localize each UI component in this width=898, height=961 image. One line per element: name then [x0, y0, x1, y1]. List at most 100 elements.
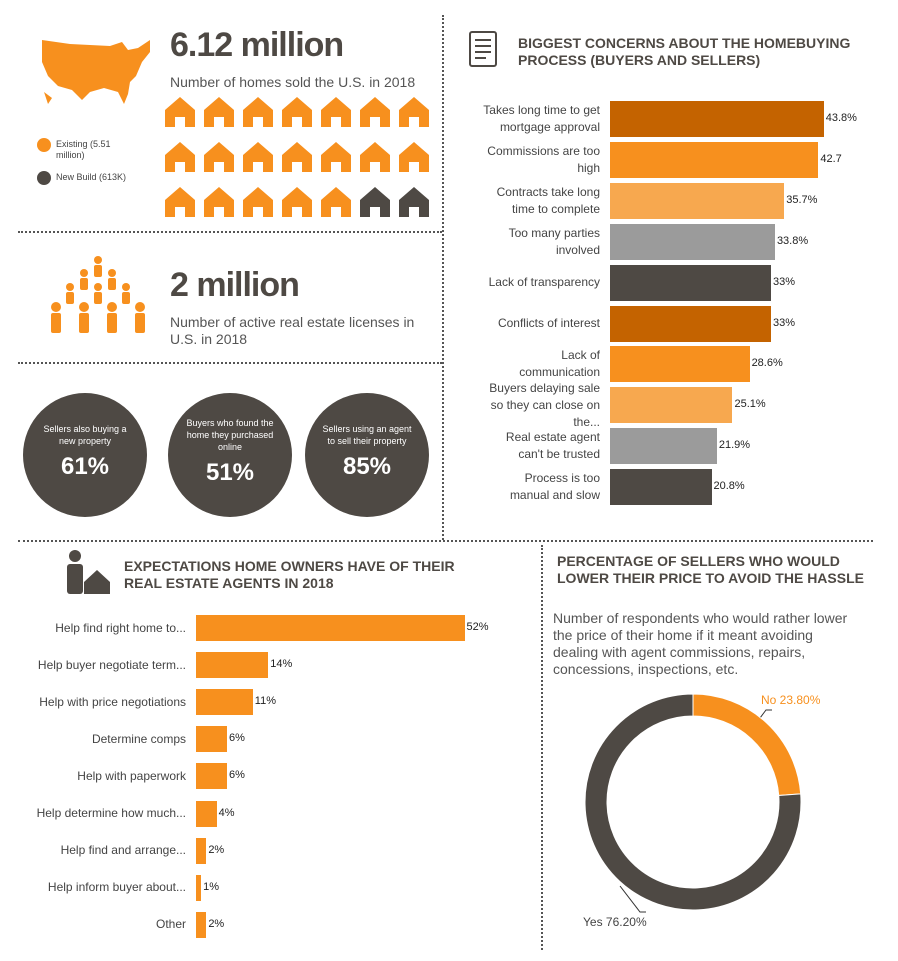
bar — [610, 346, 750, 383]
people-icon — [51, 256, 145, 333]
circle-value: 85% — [342, 453, 392, 480]
house-icon — [360, 187, 390, 217]
stat-text: Number of active real estate licenses in… — [170, 314, 415, 347]
us-map — [42, 40, 150, 104]
value-label: 14% — [270, 658, 293, 671]
bar — [610, 428, 717, 465]
house-icon — [399, 142, 429, 172]
category-label: Conflicts of interest — [497, 316, 600, 330]
value-label: 28.6% — [751, 357, 783, 370]
stat-circle: Sellers also buying a new property 61% — [23, 393, 147, 517]
value-label: 6% — [228, 732, 245, 745]
category-label: Help find right home to... — [55, 620, 186, 635]
bar — [610, 469, 712, 506]
chart-title: PERCENTAGE OF SELLERS WHO WOULD LOWER TH… — [557, 553, 864, 586]
legend-swatch — [37, 138, 51, 152]
value-label: 33.8% — [776, 234, 809, 247]
value-label: 33% — [773, 316, 796, 329]
house-icon — [282, 187, 312, 217]
category-label: Lack of communication — [519, 348, 600, 380]
separator — [18, 540, 873, 542]
value-label: 2% — [208, 917, 225, 930]
headline: 2 million — [170, 266, 300, 304]
bar — [610, 223, 775, 260]
category-label: Determine comps — [91, 731, 186, 746]
house-icon — [243, 142, 273, 172]
separator — [442, 15, 444, 540]
category-label: Too many parties involved — [508, 225, 600, 257]
value-label: 42.7 — [820, 152, 842, 165]
bar — [196, 800, 217, 827]
bar — [610, 101, 824, 137]
legend-swatch — [37, 171, 51, 185]
value-label: 52% — [466, 621, 489, 633]
bar — [196, 652, 269, 679]
circle-label: Sellers using an agent to sell their pro… — [322, 424, 412, 446]
donut-slice — [692, 693, 802, 797]
category-label: Buyers delaying sale so they can close o… — [489, 380, 600, 429]
category-label: Help buyer negotiate term... — [37, 657, 186, 672]
house-icon — [243, 187, 273, 217]
value-label: 2% — [208, 843, 225, 856]
slice-label: No 23.80% — [761, 693, 821, 707]
value-label: 4% — [218, 806, 235, 819]
category-label: Contracts take long time to complete — [496, 184, 600, 216]
value-label: 1% — [203, 880, 220, 893]
bar — [196, 689, 253, 716]
legend-label: New Build (613K) — [56, 172, 127, 182]
agent-icon — [67, 550, 110, 594]
circle-label: Buyers who found the home they purchased… — [186, 418, 274, 452]
house-icon — [282, 142, 312, 172]
category-label: Help find and arrange... — [60, 843, 186, 858]
stat-circle: Buyers who found the home they purchased… — [168, 393, 292, 517]
house-icon — [360, 142, 390, 172]
category-label: Real estate agent can't be trusted — [505, 430, 600, 462]
value-label: 21.9% — [718, 439, 751, 452]
leader-line — [619, 885, 646, 913]
house-icon — [360, 97, 390, 127]
category-label: Help determine how much... — [36, 806, 186, 820]
stat-circle: Sellers using an agent to sell their pro… — [305, 393, 429, 517]
slice-label: Yes 76.20% — [583, 915, 647, 929]
bar — [196, 726, 227, 753]
category-label: Takes long time to get mortgage approval — [483, 103, 600, 134]
stat-text: Number of homes sold the U.S. in 2018 — [170, 74, 416, 90]
bar — [196, 763, 227, 790]
house-icon — [399, 97, 429, 127]
house-icon — [243, 97, 273, 127]
house-icon — [321, 142, 351, 172]
circle-value: 61% — [60, 453, 110, 480]
separator — [541, 545, 543, 950]
house-icon — [399, 187, 429, 217]
bar — [196, 911, 207, 938]
value-label: 35.7% — [786, 193, 818, 206]
value-label: 25.1% — [734, 398, 766, 411]
house-icon — [165, 97, 195, 127]
house-icon — [321, 97, 351, 127]
bar — [196, 874, 202, 901]
value-label: 43.8% — [825, 112, 857, 124]
bar — [610, 182, 785, 219]
headline: 6.12 million — [170, 26, 344, 64]
chart-title: EXPECTATIONS HOME OWNERS HAVE OF THEIR R… — [124, 558, 455, 591]
category-label: Other — [155, 917, 186, 932]
bar — [196, 615, 465, 641]
circle-value: 51% — [205, 459, 255, 486]
separator — [18, 231, 442, 233]
bar — [610, 264, 772, 301]
value-label: 20.8% — [713, 480, 745, 493]
circle-label: Sellers also buying a new property — [43, 424, 127, 446]
category-label: Help with price negotiations — [39, 694, 186, 709]
bar — [610, 141, 819, 178]
house-icon — [321, 187, 351, 217]
house-icon — [282, 97, 312, 127]
category-label: Process is too manual and slow — [509, 471, 600, 503]
bar — [196, 837, 207, 864]
chart-title: BIGGEST CONCERNS ABOUT THE HOMEBUYING PR… — [518, 35, 851, 68]
bar — [610, 305, 772, 342]
house-icon — [165, 142, 195, 172]
bar — [610, 387, 733, 424]
house-icon — [165, 187, 195, 217]
